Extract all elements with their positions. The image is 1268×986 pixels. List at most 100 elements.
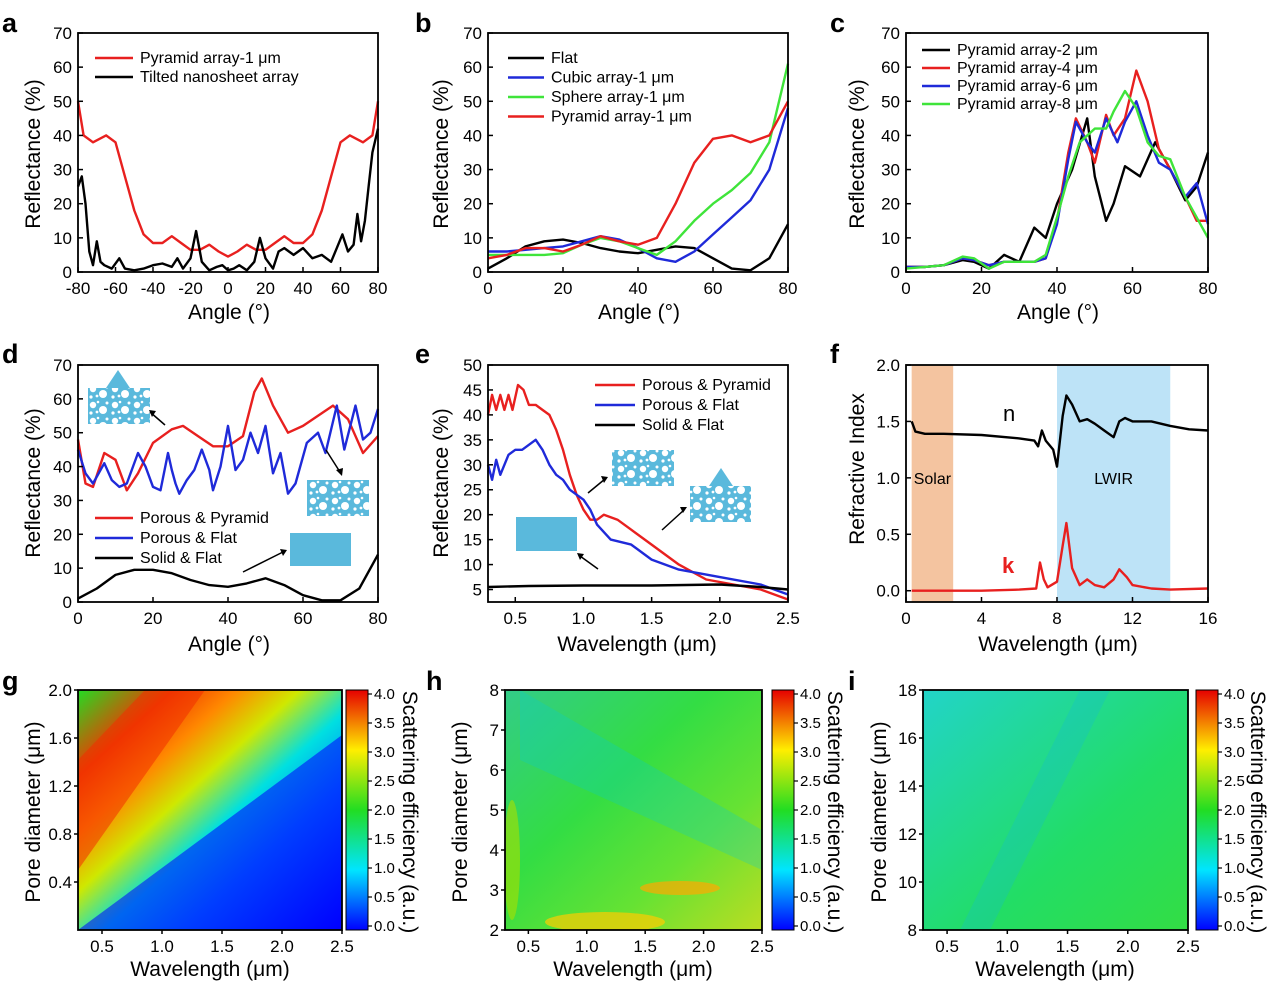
colorbar-h: [771, 689, 795, 931]
legend-entry-b-0: Flat: [551, 50, 578, 67]
porous-block-d1: [88, 388, 150, 424]
x-tick-label-c: 40: [1048, 279, 1067, 298]
x-tick-label-h: 2.0: [692, 937, 716, 956]
arrow-e3: [579, 555, 599, 570]
series-label-k: k: [1002, 553, 1015, 578]
x-tick-label-a: -80: [66, 279, 91, 298]
y-tick-label-a: 30: [53, 161, 72, 180]
x-tick-label-i: 2.0: [1116, 937, 1140, 956]
series-line-f-1: [911, 521, 1209, 592]
series-line-c-0: [906, 117, 1210, 270]
x-axis-label-c: Angle (°): [1017, 301, 1099, 324]
series-line-e-2: [487, 583, 789, 591]
colorbar-tick-label-i: 0.0: [1224, 918, 1245, 935]
x-axis-label-e: Wavelength (μm): [557, 633, 717, 656]
colorbar-tick-label-g: 4.0: [374, 686, 395, 703]
y-tick-label-f: 1.0: [876, 469, 900, 488]
panel-label-d: d: [2, 339, 19, 369]
heatmap-peak-h3: [505, 800, 520, 920]
y-tick-label-e: 40: [463, 406, 482, 425]
y-tick-label-h: 7: [490, 721, 499, 740]
x-tick-label-e: 0.5: [503, 609, 527, 628]
series-line-e-0: [486, 383, 789, 601]
band-solar: [911, 365, 954, 602]
panel-d: d 0 20 40 60 80 0 10 20 30 40 50 60 70 Porous & Pyram…: [2, 339, 387, 656]
colorbar-ticks-i: 0.0 0.5 1.0 1.5 2.0 2.5 3.0 3.5 4.0: [1218, 686, 1245, 935]
colorbar-i: [1195, 689, 1219, 931]
colorbar-ticks-h: 0.0 0.5 1.0 1.5 2.0 2.5 3.0 3.5 4.0: [794, 686, 821, 935]
pyramid-shape-d: [106, 370, 130, 388]
y-axis-label-a: Reflectance (%): [22, 79, 45, 228]
legend-entry-e-1: Porous & Flat: [642, 397, 739, 414]
panel-label-g: g: [2, 666, 19, 696]
x-tick-label-g: 2.0: [270, 937, 294, 956]
panel-label-h: h: [426, 666, 443, 696]
arrowhead-d1: [149, 410, 156, 417]
series-line-b-3: [487, 100, 790, 260]
y-tick-label-d: 0: [63, 593, 72, 612]
ticks-h: 0.5 1.0 1.5 2.0 2.5 2 3 4 5 6 7 8: [490, 681, 774, 956]
y-tick-label-e: 5: [473, 581, 482, 600]
x-tick-label-a: -40: [141, 279, 166, 298]
band-lwir: [1057, 365, 1171, 602]
y-tick-label-e: 45: [463, 381, 482, 400]
y-tick-label-i: 8: [908, 921, 917, 940]
legend-entry-c-2: Pyramid array-6 μm: [957, 78, 1098, 95]
ticks-i: 0.5 1.0 1.5 2.0 2.5 8 10 12 14 16 18: [898, 681, 1200, 956]
y-tick-label-i: 18: [898, 681, 917, 700]
heatmap-frame-g: [77, 689, 343, 931]
heatmap-band-h: [520, 690, 762, 870]
x-tick-label-i: 1.5: [1056, 937, 1080, 956]
y-tick-label-i: 12: [898, 825, 917, 844]
arrow-e2: [661, 509, 685, 531]
x-tick-label-b: 40: [629, 279, 648, 298]
arrow-e1: [587, 478, 606, 494]
x-axis-label-b: Angle (°): [598, 301, 680, 324]
heatmap-high-region-g: [78, 690, 205, 870]
colorbar-tick-label-h: 2.5: [800, 773, 821, 790]
schematic-insets: [88, 370, 751, 573]
y-tick-label-b: 40: [463, 126, 482, 145]
y-tick-label-h: 3: [490, 881, 499, 900]
series-line-b-2: [488, 63, 790, 257]
y-axis-label-i: Pore diameter (μm): [868, 721, 891, 902]
x-tick-label-h: 0.5: [517, 937, 541, 956]
x-tick-label-i: 0.5: [935, 937, 959, 956]
y-axis-label-d: Reflectance (%): [22, 408, 45, 557]
arrowhead-d3: [280, 549, 287, 556]
y-tick-label-g: 2.0: [48, 681, 72, 700]
y-tick-label-i: 10: [898, 873, 917, 892]
x-tick-label-f: 0: [901, 609, 910, 628]
legend-entry-b-2: Sphere array-1 μm: [551, 89, 685, 106]
y-axis-label-b: Reflectance (%): [430, 79, 453, 228]
colorbar-tick-label-g: 3.5: [374, 715, 395, 732]
y-axis-label-e: Reflectance (%): [430, 408, 453, 557]
y-tick-label-c: 40: [881, 126, 900, 145]
panel-c: c 0 20 40 60 80 0 10 20 30 40 50 60 70 Pyramid array-…: [830, 8, 1217, 324]
series-line-d-0: [76, 377, 379, 492]
y-tick-label-a: 40: [53, 126, 72, 145]
y-tick-label-f: 0.5: [876, 525, 900, 544]
y-tick-label-h: 4: [490, 841, 499, 860]
porous-pyramid-schematic-e: [690, 468, 751, 522]
legend-entry-c-0: Pyramid array-2 μm: [957, 42, 1098, 59]
x-tick-label-i: 1.0: [995, 937, 1019, 956]
porous-block-e2: [690, 486, 751, 522]
colorbar-tick-label-i: 2.5: [1224, 773, 1245, 790]
y-tick-label-d: 10: [53, 559, 72, 578]
y-tick-label-a: 10: [53, 229, 72, 248]
y-tick-label-g: 0.4: [48, 873, 72, 892]
colorbar-tick-label-h: 3.0: [800, 744, 821, 761]
x-tick-label-b: 0: [483, 279, 492, 298]
y-tick-label-b: 50: [463, 92, 482, 111]
colorbar-tick-label-h: 2.0: [800, 802, 821, 819]
x-tick-label-g: 1.5: [210, 937, 234, 956]
y-tick-label-i: 14: [898, 777, 917, 796]
colorbar-tick-label-i: 2.0: [1224, 802, 1245, 819]
y-axis-label-h: Pore diameter (μm): [449, 721, 472, 902]
y-tick-label-e: 35: [463, 431, 482, 450]
series-line-f-0: [910, 394, 1209, 468]
x-axis-label-d: Angle (°): [188, 633, 270, 656]
x-tick-label-d: 80: [369, 609, 388, 628]
